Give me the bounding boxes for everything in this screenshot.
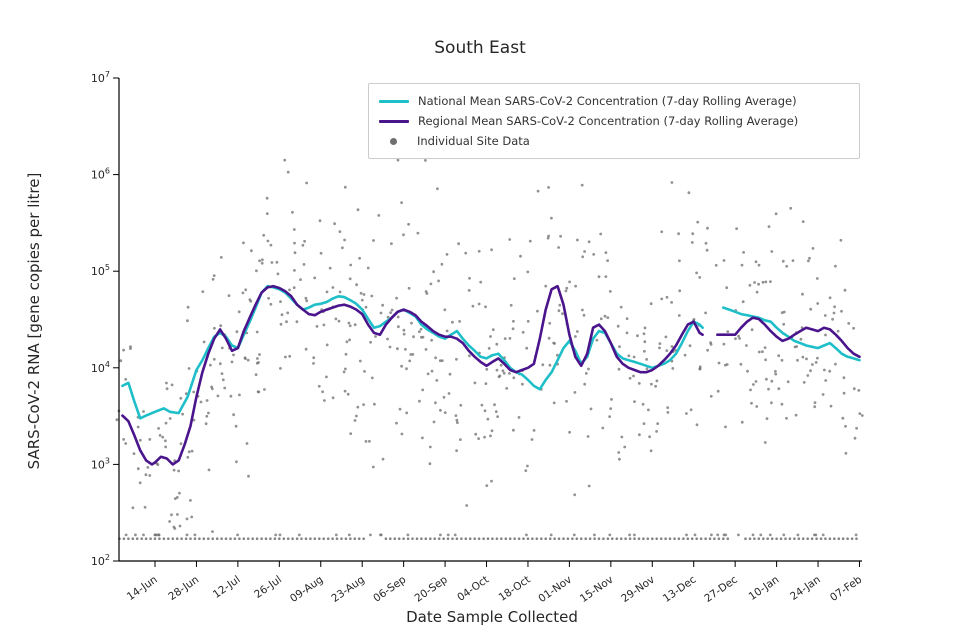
svg-text:10-Jan: 10-Jan bbox=[747, 574, 782, 603]
svg-text:07-Feb: 07-Feb bbox=[828, 573, 864, 604]
legend-entry-regional: Regional Mean SARS-CoV-2 Concentration (… bbox=[379, 111, 849, 131]
national-line-swatch bbox=[379, 99, 409, 103]
svg-text:28-Jun: 28-Jun bbox=[166, 574, 201, 603]
svg-text:106: 106 bbox=[91, 167, 110, 182]
svg-text:12-Jul: 12-Jul bbox=[211, 574, 243, 601]
svg-text:20-Sep: 20-Sep bbox=[413, 573, 450, 604]
svg-text:13-Dec: 13-Dec bbox=[661, 573, 699, 604]
legend-label-national: National Mean SARS-CoV-2 Concentration (… bbox=[418, 94, 797, 108]
x-axis-label: Date Sample Collected bbox=[406, 608, 578, 626]
svg-text:18-Oct: 18-Oct bbox=[497, 574, 533, 604]
y-axis-label: SARS-CoV-2 RNA [gene copies per litre] bbox=[25, 172, 43, 470]
svg-text:24-Jan: 24-Jan bbox=[788, 574, 823, 603]
svg-text:27-Dec: 27-Dec bbox=[702, 573, 740, 604]
legend-entry-site-data: Individual Site Data bbox=[379, 131, 849, 151]
legend: National Mean SARS-CoV-2 Concentration (… bbox=[368, 83, 860, 159]
svg-text:102: 102 bbox=[91, 553, 110, 568]
svg-text:29-Nov: 29-Nov bbox=[619, 574, 657, 605]
svg-text:103: 103 bbox=[91, 456, 110, 471]
svg-text:107: 107 bbox=[91, 70, 110, 85]
svg-text:23-Aug: 23-Aug bbox=[329, 574, 367, 605]
svg-text:01-Nov: 01-Nov bbox=[536, 574, 574, 605]
svg-text:14-Jun: 14-Jun bbox=[125, 574, 160, 603]
svg-text:09-Aug: 09-Aug bbox=[288, 574, 326, 605]
legend-entry-national: National Mean SARS-CoV-2 Concentration (… bbox=[379, 91, 849, 111]
svg-text:105: 105 bbox=[91, 263, 110, 278]
chart-title: South East bbox=[434, 38, 526, 58]
svg-text:06-Sep: 06-Sep bbox=[371, 573, 408, 604]
svg-text:104: 104 bbox=[91, 360, 110, 375]
svg-text:15-Nov: 15-Nov bbox=[578, 574, 616, 605]
regional-line-swatch bbox=[379, 119, 409, 123]
svg-text:04-Oct: 04-Oct bbox=[455, 574, 491, 604]
svg-text:26-Jul: 26-Jul bbox=[252, 574, 284, 601]
legend-label-regional: Regional Mean SARS-CoV-2 Concentration (… bbox=[418, 114, 799, 128]
site-data-dot-swatch bbox=[390, 137, 397, 145]
legend-label-site-data: Individual Site Data bbox=[417, 134, 530, 148]
